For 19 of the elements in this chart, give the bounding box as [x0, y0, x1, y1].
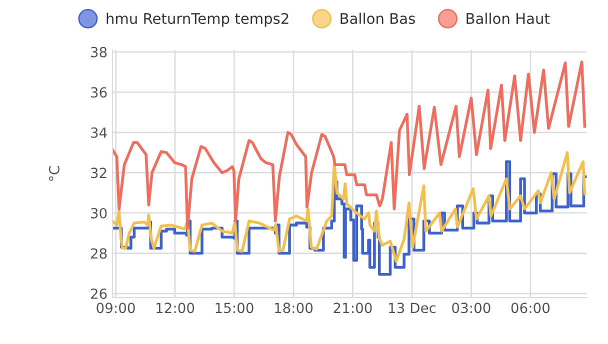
x-tick-label: 18:00 [275, 302, 313, 314]
y-tick-label: 34 [91, 127, 107, 138]
y-axis-title: °C [48, 166, 60, 181]
x-tick-label: 06:00 [511, 302, 550, 314]
x-tick-label: 13 Dec [389, 302, 436, 314]
y-tick-label: 38 [91, 46, 107, 58]
legend-label: hmu ReturnTemp temps2 [106, 12, 288, 27]
x-tick-label: 21:00 [334, 302, 372, 314]
legend-label: Ballon Bas [340, 12, 415, 24]
y-tick-label: 28 [90, 248, 107, 259]
y-tick-label: 30 [91, 208, 107, 218]
legend-label: Ballon Haut [466, 12, 550, 24]
x-tick-label: 03:00 [452, 302, 490, 314]
x-tick-label: 09:00 [96, 302, 135, 314]
y-tick-label: 36 [91, 87, 107, 98]
x-tick-label: 12:00 [156, 302, 194, 314]
y-tick-label: 32 [91, 168, 106, 178]
x-tick-label: 15:00 [216, 302, 254, 314]
y-tick-label: 26 [90, 288, 107, 300]
